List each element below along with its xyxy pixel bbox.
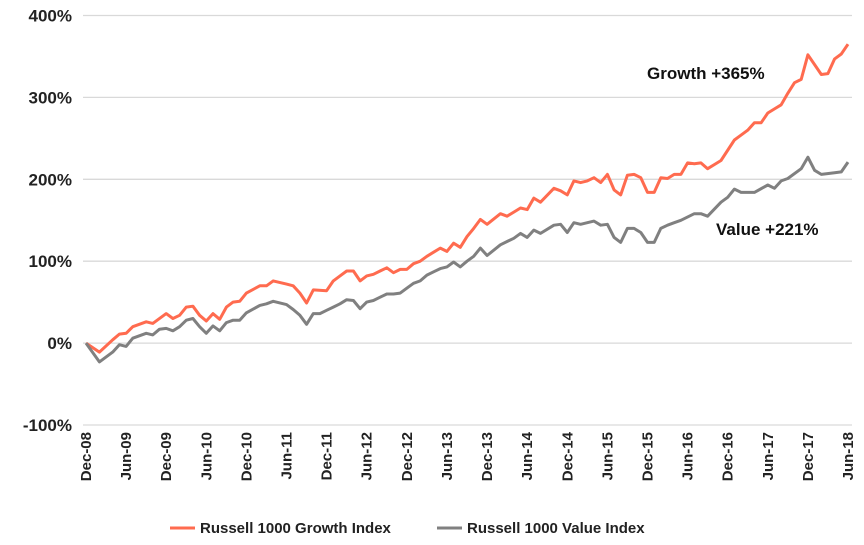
y-tick-label: 400% <box>29 7 72 26</box>
y-tick-label: 300% <box>29 88 72 107</box>
x-tick-label: Jun-11 <box>279 432 296 480</box>
annotation-value: Value +221% <box>716 220 819 239</box>
y-tick-label: -100% <box>23 416 72 435</box>
x-tick-label: Dec-10 <box>238 432 255 481</box>
x-tick-label: Dec-17 <box>800 432 817 481</box>
x-tick-label: Jun-14 <box>519 431 536 480</box>
annotation-growth: Growth +365% <box>647 64 765 83</box>
x-axis-tick-labels: Dec-08 Jun-09 Dec-09 Jun-10 Dec-10 Jun-11 Dec-… <box>78 431 857 481</box>
x-tick-label: Dec-11 <box>319 432 336 480</box>
x-tick-label: Dec-16 <box>720 432 737 481</box>
series-lines <box>84 43 850 364</box>
legend-label-growth: Russell 1000 Growth Index <box>200 520 392 537</box>
x-tick-label: Jun-15 <box>599 432 616 480</box>
y-tick-label: 100% <box>29 252 72 271</box>
series-line-growth <box>85 43 850 354</box>
x-tick-label: Jun-13 <box>439 432 456 480</box>
x-tick-label: Dec-08 <box>78 432 95 481</box>
series-line-value <box>84 155 850 364</box>
x-tick-label: Jun-16 <box>680 432 697 480</box>
x-tick-label: Jun-10 <box>198 432 215 480</box>
y-tick-label: 0% <box>47 334 72 353</box>
legend: Russell 1000 Growth Index Russell 1000 V… <box>170 520 645 537</box>
x-tick-label: Dec-15 <box>639 432 656 481</box>
x-tick-label: Dec-13 <box>479 432 496 481</box>
x-tick-label: Jun-12 <box>359 432 376 480</box>
x-tick-label: Dec-12 <box>399 432 416 481</box>
y-axis-tick-labels: -100% 0% 100% 200% 300% 400% <box>23 7 72 436</box>
x-tick-label: Jun-17 <box>760 432 777 480</box>
x-tick-label: Jun-18 <box>840 432 857 480</box>
x-tick-label: Dec-14 <box>559 431 576 481</box>
legend-label-value: Russell 1000 Value Index <box>467 520 645 537</box>
x-tick-label: Jun-09 <box>118 432 135 480</box>
x-tick-label: Dec-09 <box>158 432 175 481</box>
y-tick-label: 200% <box>29 170 72 189</box>
